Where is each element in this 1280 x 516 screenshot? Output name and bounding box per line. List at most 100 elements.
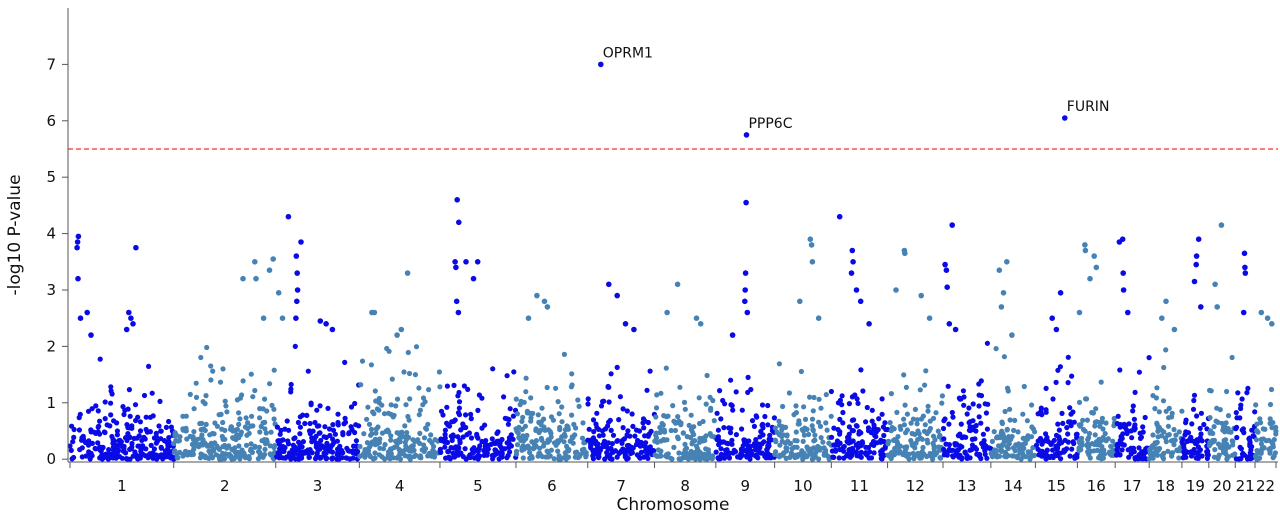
x-tick-label: 16 — [1087, 477, 1106, 495]
data-point — [388, 437, 394, 443]
data-point — [374, 441, 380, 447]
data-point — [1161, 450, 1167, 456]
data-point — [278, 427, 284, 433]
data-point — [932, 452, 938, 458]
data-point-peak — [77, 315, 84, 322]
data-point — [208, 440, 214, 446]
data-point-peak — [1242, 264, 1248, 271]
data-point — [719, 455, 725, 461]
data-point — [1007, 406, 1013, 412]
data-point — [413, 344, 420, 350]
data-point — [353, 448, 359, 454]
data-point — [1161, 429, 1167, 435]
data-point — [71, 434, 77, 440]
data-point — [959, 456, 965, 462]
data-point — [237, 416, 243, 422]
data-point — [935, 428, 941, 434]
data-point-peak — [850, 259, 856, 265]
data-point — [1065, 439, 1071, 445]
data-point — [782, 424, 789, 430]
data-point — [858, 367, 864, 373]
data-point — [102, 429, 108, 436]
y-tick-label: 5 — [46, 168, 56, 186]
data-point — [637, 455, 643, 461]
data-point — [1181, 449, 1187, 455]
data-point — [753, 437, 759, 443]
data-point-peak — [279, 315, 286, 322]
data-point — [1004, 427, 1010, 433]
x-tick-label: 15 — [1047, 477, 1066, 495]
data-point — [80, 433, 86, 439]
data-point — [287, 452, 293, 458]
data-point-peak — [1082, 242, 1088, 248]
data-point — [698, 454, 705, 460]
data-point — [686, 422, 692, 428]
data-point — [1244, 390, 1250, 396]
data-point — [137, 443, 143, 449]
data-point — [851, 417, 857, 423]
data-point — [811, 394, 817, 401]
data-point — [191, 406, 197, 412]
data-point — [1221, 441, 1227, 447]
data-point — [375, 424, 381, 430]
data-point — [175, 438, 181, 444]
data-point — [399, 450, 405, 457]
data-point — [914, 421, 920, 427]
data-point-peak — [474, 259, 481, 265]
data-point — [1254, 428, 1260, 434]
data-point — [762, 413, 768, 420]
data-point — [849, 394, 856, 400]
data-point — [446, 423, 453, 429]
data-point — [520, 414, 526, 420]
data-point — [379, 454, 385, 460]
data-point — [817, 445, 823, 451]
data-point — [538, 435, 545, 441]
data-point — [1247, 441, 1253, 447]
data-point — [566, 446, 572, 453]
data-point — [692, 438, 698, 444]
data-point — [204, 344, 210, 351]
data-point — [184, 436, 190, 442]
data-point — [1130, 403, 1136, 409]
data-point — [1129, 435, 1135, 441]
data-point — [799, 427, 805, 433]
data-point — [513, 451, 520, 457]
data-point — [373, 430, 379, 436]
data-point-peak — [622, 321, 629, 327]
data-point — [939, 400, 945, 406]
data-point — [556, 456, 562, 462]
data-point — [153, 440, 159, 446]
data-point — [912, 445, 918, 451]
data-point — [1224, 388, 1230, 395]
data-point — [879, 456, 885, 462]
data-point — [536, 450, 542, 457]
data-point — [183, 428, 189, 434]
data-point-peak — [998, 304, 1005, 310]
data-point — [727, 430, 734, 436]
data-point — [818, 435, 824, 441]
data-point — [661, 437, 668, 443]
data-point — [314, 407, 320, 413]
data-point-peak — [1087, 275, 1093, 282]
data-point — [976, 403, 982, 409]
data-point — [426, 387, 432, 393]
data-point — [344, 445, 350, 451]
data-point — [322, 424, 328, 430]
data-point — [1090, 410, 1096, 416]
data-point — [1271, 437, 1277, 443]
data-point — [1150, 432, 1156, 438]
data-point — [1214, 405, 1220, 411]
data-point — [779, 438, 785, 444]
data-point — [1233, 456, 1239, 462]
data-point — [541, 416, 547, 422]
data-point — [402, 423, 408, 429]
data-point — [468, 411, 474, 417]
data-point — [871, 422, 877, 428]
data-point — [1132, 425, 1138, 432]
data-point — [468, 416, 474, 422]
data-point — [263, 430, 269, 436]
data-point — [411, 447, 417, 453]
data-point — [491, 452, 498, 458]
data-point-peak — [744, 309, 751, 316]
data-point — [1248, 447, 1254, 453]
